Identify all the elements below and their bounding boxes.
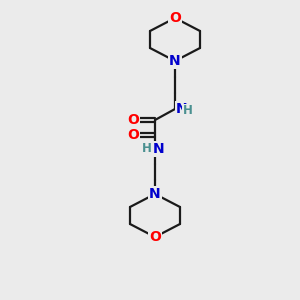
Text: N: N: [169, 54, 181, 68]
Text: H: H: [183, 104, 193, 118]
Text: N: N: [153, 142, 165, 156]
Text: N: N: [149, 187, 161, 201]
Text: O: O: [127, 113, 139, 127]
Text: O: O: [149, 230, 161, 244]
Text: N: N: [176, 102, 188, 116]
Text: O: O: [127, 128, 139, 142]
Text: H: H: [142, 142, 152, 155]
Text: O: O: [169, 11, 181, 25]
